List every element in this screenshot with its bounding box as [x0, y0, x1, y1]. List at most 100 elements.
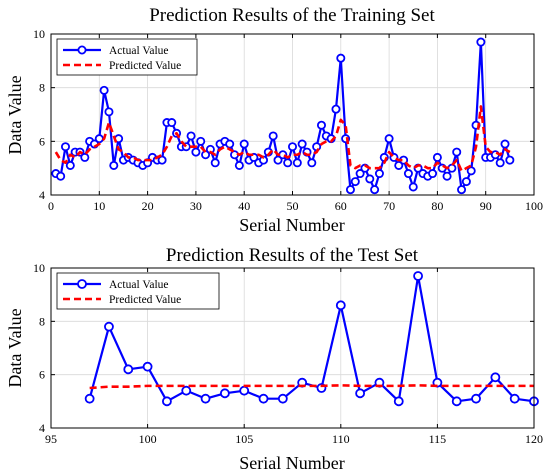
y-tick-label: 10 — [33, 27, 45, 41]
actual-value-point — [355, 388, 366, 399]
actual-value-point — [428, 169, 438, 179]
actual-value-point — [297, 139, 307, 149]
actual-value-point — [65, 160, 75, 170]
actual-value-point — [167, 118, 177, 128]
actual-value-point — [365, 174, 375, 184]
actual-value-point — [123, 364, 134, 375]
actual-value-point — [457, 185, 467, 195]
actual-value-point — [432, 152, 442, 162]
actual-value-point — [505, 155, 515, 165]
y-tick-label: 10 — [33, 261, 45, 275]
legend: Actual Value Predicted Value — [56, 38, 198, 76]
x-tick-label: 70 — [383, 199, 395, 213]
actual-value-point — [268, 131, 278, 141]
actual-value-point — [335, 300, 346, 311]
actual-value-point — [277, 393, 288, 404]
actual-value-point — [413, 271, 423, 281]
actual-value-point — [142, 361, 153, 372]
legend-entry-label: Predicted Value — [109, 294, 181, 306]
x-tick-label: 0 — [48, 199, 54, 213]
x-tick-label: 100 — [139, 432, 157, 446]
y-axis-label: Data Value — [5, 308, 25, 387]
actual-value-point — [316, 120, 326, 130]
x-tick-label: 95 — [45, 432, 57, 446]
legend-box — [56, 38, 198, 76]
x-tick-label: 105 — [235, 432, 253, 446]
actual-value-point — [196, 136, 206, 146]
x-tick-label: 90 — [480, 199, 492, 213]
actual-value-point — [471, 393, 481, 404]
actual-value-point — [104, 321, 114, 332]
chart-title: Prediction Results of the Training Set — [149, 5, 435, 26]
legend-entry-label: Actual Value — [109, 279, 169, 291]
actual-value-point — [374, 169, 384, 179]
actual-value-point — [442, 171, 452, 181]
x-tick-label: 120 — [525, 432, 543, 446]
legend-actual-marker — [77, 45, 87, 55]
x-tick-label: 110 — [332, 432, 350, 446]
actual-value-point — [451, 396, 462, 407]
y-tick-label: 4 — [39, 188, 45, 202]
x-tick-label: 100 — [525, 199, 543, 213]
predicted-value-line — [89, 384, 534, 390]
y-tick-label: 6 — [39, 368, 45, 382]
actual-value-point — [490, 372, 501, 383]
actual-value-point — [157, 155, 167, 165]
actual-value-point — [336, 53, 346, 63]
x-tick-label: 115 — [429, 432, 447, 446]
actual-value-point — [99, 85, 109, 95]
actual-value-point — [273, 155, 283, 165]
legend-entry-label: Actual Value — [109, 45, 169, 57]
x-tick-label: 80 — [431, 199, 443, 213]
actual-value-point — [292, 158, 302, 168]
actual-value-point — [500, 139, 510, 149]
actual-value-point — [225, 139, 235, 149]
actual-value-point — [181, 385, 192, 396]
actual-value-point — [370, 185, 380, 195]
y-tick-label: 6 — [39, 134, 45, 148]
y-tick-label: 8 — [39, 81, 45, 95]
actual-value-point — [495, 158, 505, 168]
actual-value-point — [219, 388, 230, 399]
actual-value-point — [509, 393, 520, 404]
training-set-chart: Prediction Results of the Training Set D… — [5, 5, 543, 235]
actual-value-point — [239, 385, 250, 396]
actual-value-point — [258, 393, 269, 404]
actual-value-point — [345, 185, 355, 195]
y-axis-label: Data Value — [5, 75, 25, 154]
actual-value-point — [84, 393, 95, 404]
actual-value-point — [287, 142, 297, 152]
predicted-value-line — [54, 105, 511, 173]
plot-frame — [50, 267, 535, 429]
plot-area: 0 10 20 30 40 50 60 70 80 90 100 4 6 8 10 Actual Value P… — [33, 27, 543, 213]
actual-value-point — [461, 177, 471, 187]
actual-value-point — [307, 158, 317, 168]
x-tick-label: 30 — [190, 199, 202, 213]
actual-value-point — [393, 396, 404, 407]
actual-value-point — [239, 139, 249, 149]
actual-value-point — [56, 171, 66, 181]
y-tick-label: 4 — [39, 421, 45, 435]
actual-value-point — [104, 107, 114, 117]
x-tick-label: 10 — [93, 199, 105, 213]
actual-value-point — [60, 142, 70, 152]
legend-box — [56, 272, 220, 310]
actual-value-point — [384, 134, 394, 144]
y-tick-label: 8 — [39, 314, 45, 328]
actual-value-point — [350, 177, 360, 187]
actual-value-point — [394, 160, 404, 170]
x-axis-label: Serial Number — [239, 453, 344, 473]
actual-value-point — [80, 152, 90, 162]
actual-value-point — [94, 134, 104, 144]
legend: Actual Value Predicted Value — [56, 272, 220, 310]
x-tick-label: 50 — [287, 199, 299, 213]
actual-value-point — [234, 160, 244, 170]
actual-value-point — [355, 169, 365, 179]
actual-value-point — [200, 393, 211, 404]
actual-value-point — [408, 182, 418, 192]
x-axis-label: Serial Number — [239, 215, 344, 235]
chart-title: Prediction Results of the Test Set — [166, 245, 419, 266]
x-tick-label: 40 — [238, 199, 250, 213]
actual-value-point — [109, 160, 119, 170]
